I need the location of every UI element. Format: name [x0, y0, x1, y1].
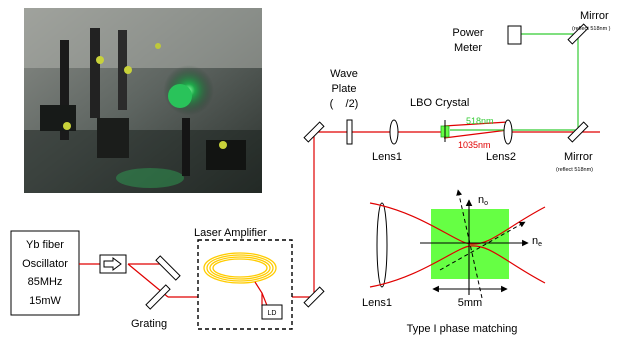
ld-label: LD — [268, 310, 277, 317]
steering-mirrors — [303, 121, 325, 308]
mirror-right-note: (reflect 518nm) — [556, 167, 593, 173]
inset-lens-label: Lens1 — [362, 297, 392, 309]
mirror-right — [567, 121, 589, 143]
yb-fiber-oscillator: Yb fiber Oscillator 85MHz 15mW — [10, 230, 80, 316]
wave-plate-line-3: ( /2) — [330, 98, 359, 110]
lens2-label: Lens2 — [486, 151, 516, 163]
amplifier-label: Laser Amplifier — [194, 227, 267, 239]
wavelength-1035: 1035nm — [458, 140, 491, 150]
power-meter-line-1: Power — [452, 27, 484, 39]
wave-plate-line-2: Plate — [331, 83, 356, 95]
mirror-top-note: (reflect 518nm ) — [572, 26, 611, 32]
inset-caption: Type I phase matching — [407, 323, 518, 335]
oscillator-line-1: Yb fiber — [26, 239, 64, 251]
grating-label: Grating — [131, 318, 167, 330]
inset-size-label: 5mm — [458, 297, 482, 309]
lens2 — [503, 119, 513, 145]
axis-ne-label: ne — [532, 235, 542, 248]
isolator — [99, 254, 127, 274]
mirror-top-label: Mirror — [580, 10, 609, 22]
power-meter — [507, 25, 522, 45]
wavelength-518: 518nm — [466, 116, 494, 126]
grating-pair — [145, 255, 181, 310]
lens1 — [389, 119, 399, 145]
mirror-top — [567, 23, 589, 45]
wave-plate — [346, 119, 353, 145]
phase-matching-inset: no ne 5mm Lens1 Type I phase matching — [362, 189, 546, 335]
power-meter-line-2: Meter — [454, 42, 482, 54]
lbo-crystal-label: LBO Crystal — [410, 97, 469, 109]
oscillator-line-2: Oscillator — [22, 258, 68, 270]
oscillator-line-4: 15mW — [29, 295, 61, 307]
green-beam-path — [450, 33, 579, 131]
wave-plate-line-1: Wave — [330, 68, 358, 80]
lens1-label: Lens1 — [372, 151, 402, 163]
mirror-right-label: Mirror — [564, 151, 593, 163]
oscillator-line-3: 85MHz — [28, 276, 63, 288]
inset-lens — [376, 202, 388, 288]
lab-photo — [24, 8, 262, 193]
laser-amplifier: LD — [197, 239, 293, 330]
axis-no-label: no — [478, 194, 488, 207]
